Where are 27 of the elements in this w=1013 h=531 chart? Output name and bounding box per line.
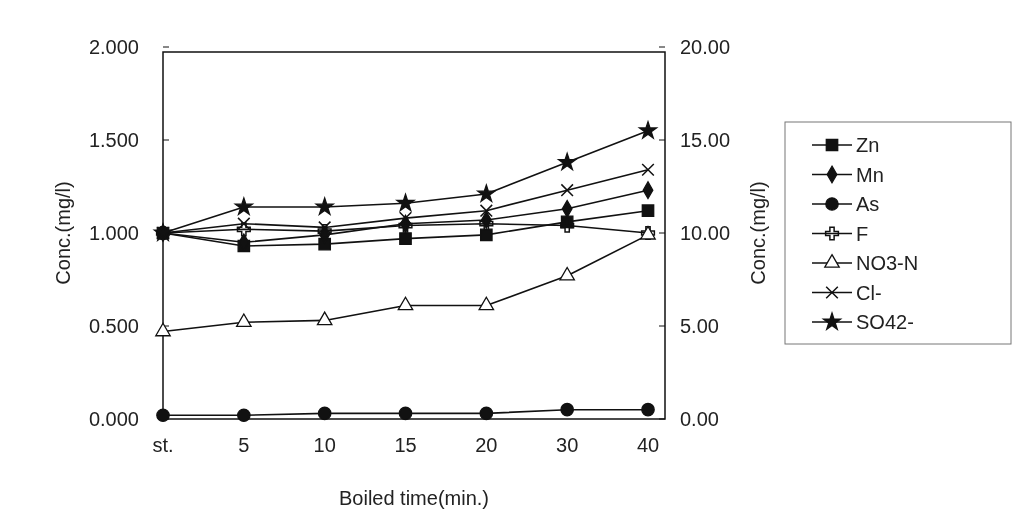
x-tick-label: 15 xyxy=(394,434,417,456)
y-tick-label: 1.500 xyxy=(88,129,139,151)
y-tick-label: 0.000 xyxy=(88,408,139,430)
y-tick-label: 2.000 xyxy=(88,36,139,58)
legend-label: SO42- xyxy=(856,311,914,333)
y2-tick-label: 20.00 xyxy=(680,36,731,58)
legend-label: NO3-N xyxy=(856,252,919,274)
y-tick-label: 0.500 xyxy=(88,315,139,337)
x-tick-label: 10 xyxy=(313,434,336,456)
legend-label: Mn xyxy=(856,163,884,186)
y2-axis-title: Conc.(mg/l) xyxy=(747,181,769,285)
legend-label: Cl- xyxy=(856,281,882,304)
legend-label: Zn xyxy=(856,134,880,156)
y2-tick-label: 15.00 xyxy=(680,129,731,151)
y-axis-title: Conc.(mg/l) xyxy=(52,181,74,285)
x-tick-label: st. xyxy=(152,434,174,456)
legend-label: F xyxy=(856,222,869,245)
y2-tick-label: 0.00 xyxy=(680,408,719,430)
x-tick-label: 20 xyxy=(475,434,498,456)
y2-tick-label: 5.00 xyxy=(680,315,719,337)
y2-tick-label: 10.00 xyxy=(680,222,731,244)
y-tick-label: 1.000 xyxy=(88,222,139,244)
x-tick-label: 5 xyxy=(238,434,250,456)
x-axis-title: Boiled time(min.) xyxy=(338,487,490,509)
x-tick-label: 30 xyxy=(556,434,579,456)
legend-label: As xyxy=(856,193,880,215)
x-tick-label: 40 xyxy=(636,434,660,456)
